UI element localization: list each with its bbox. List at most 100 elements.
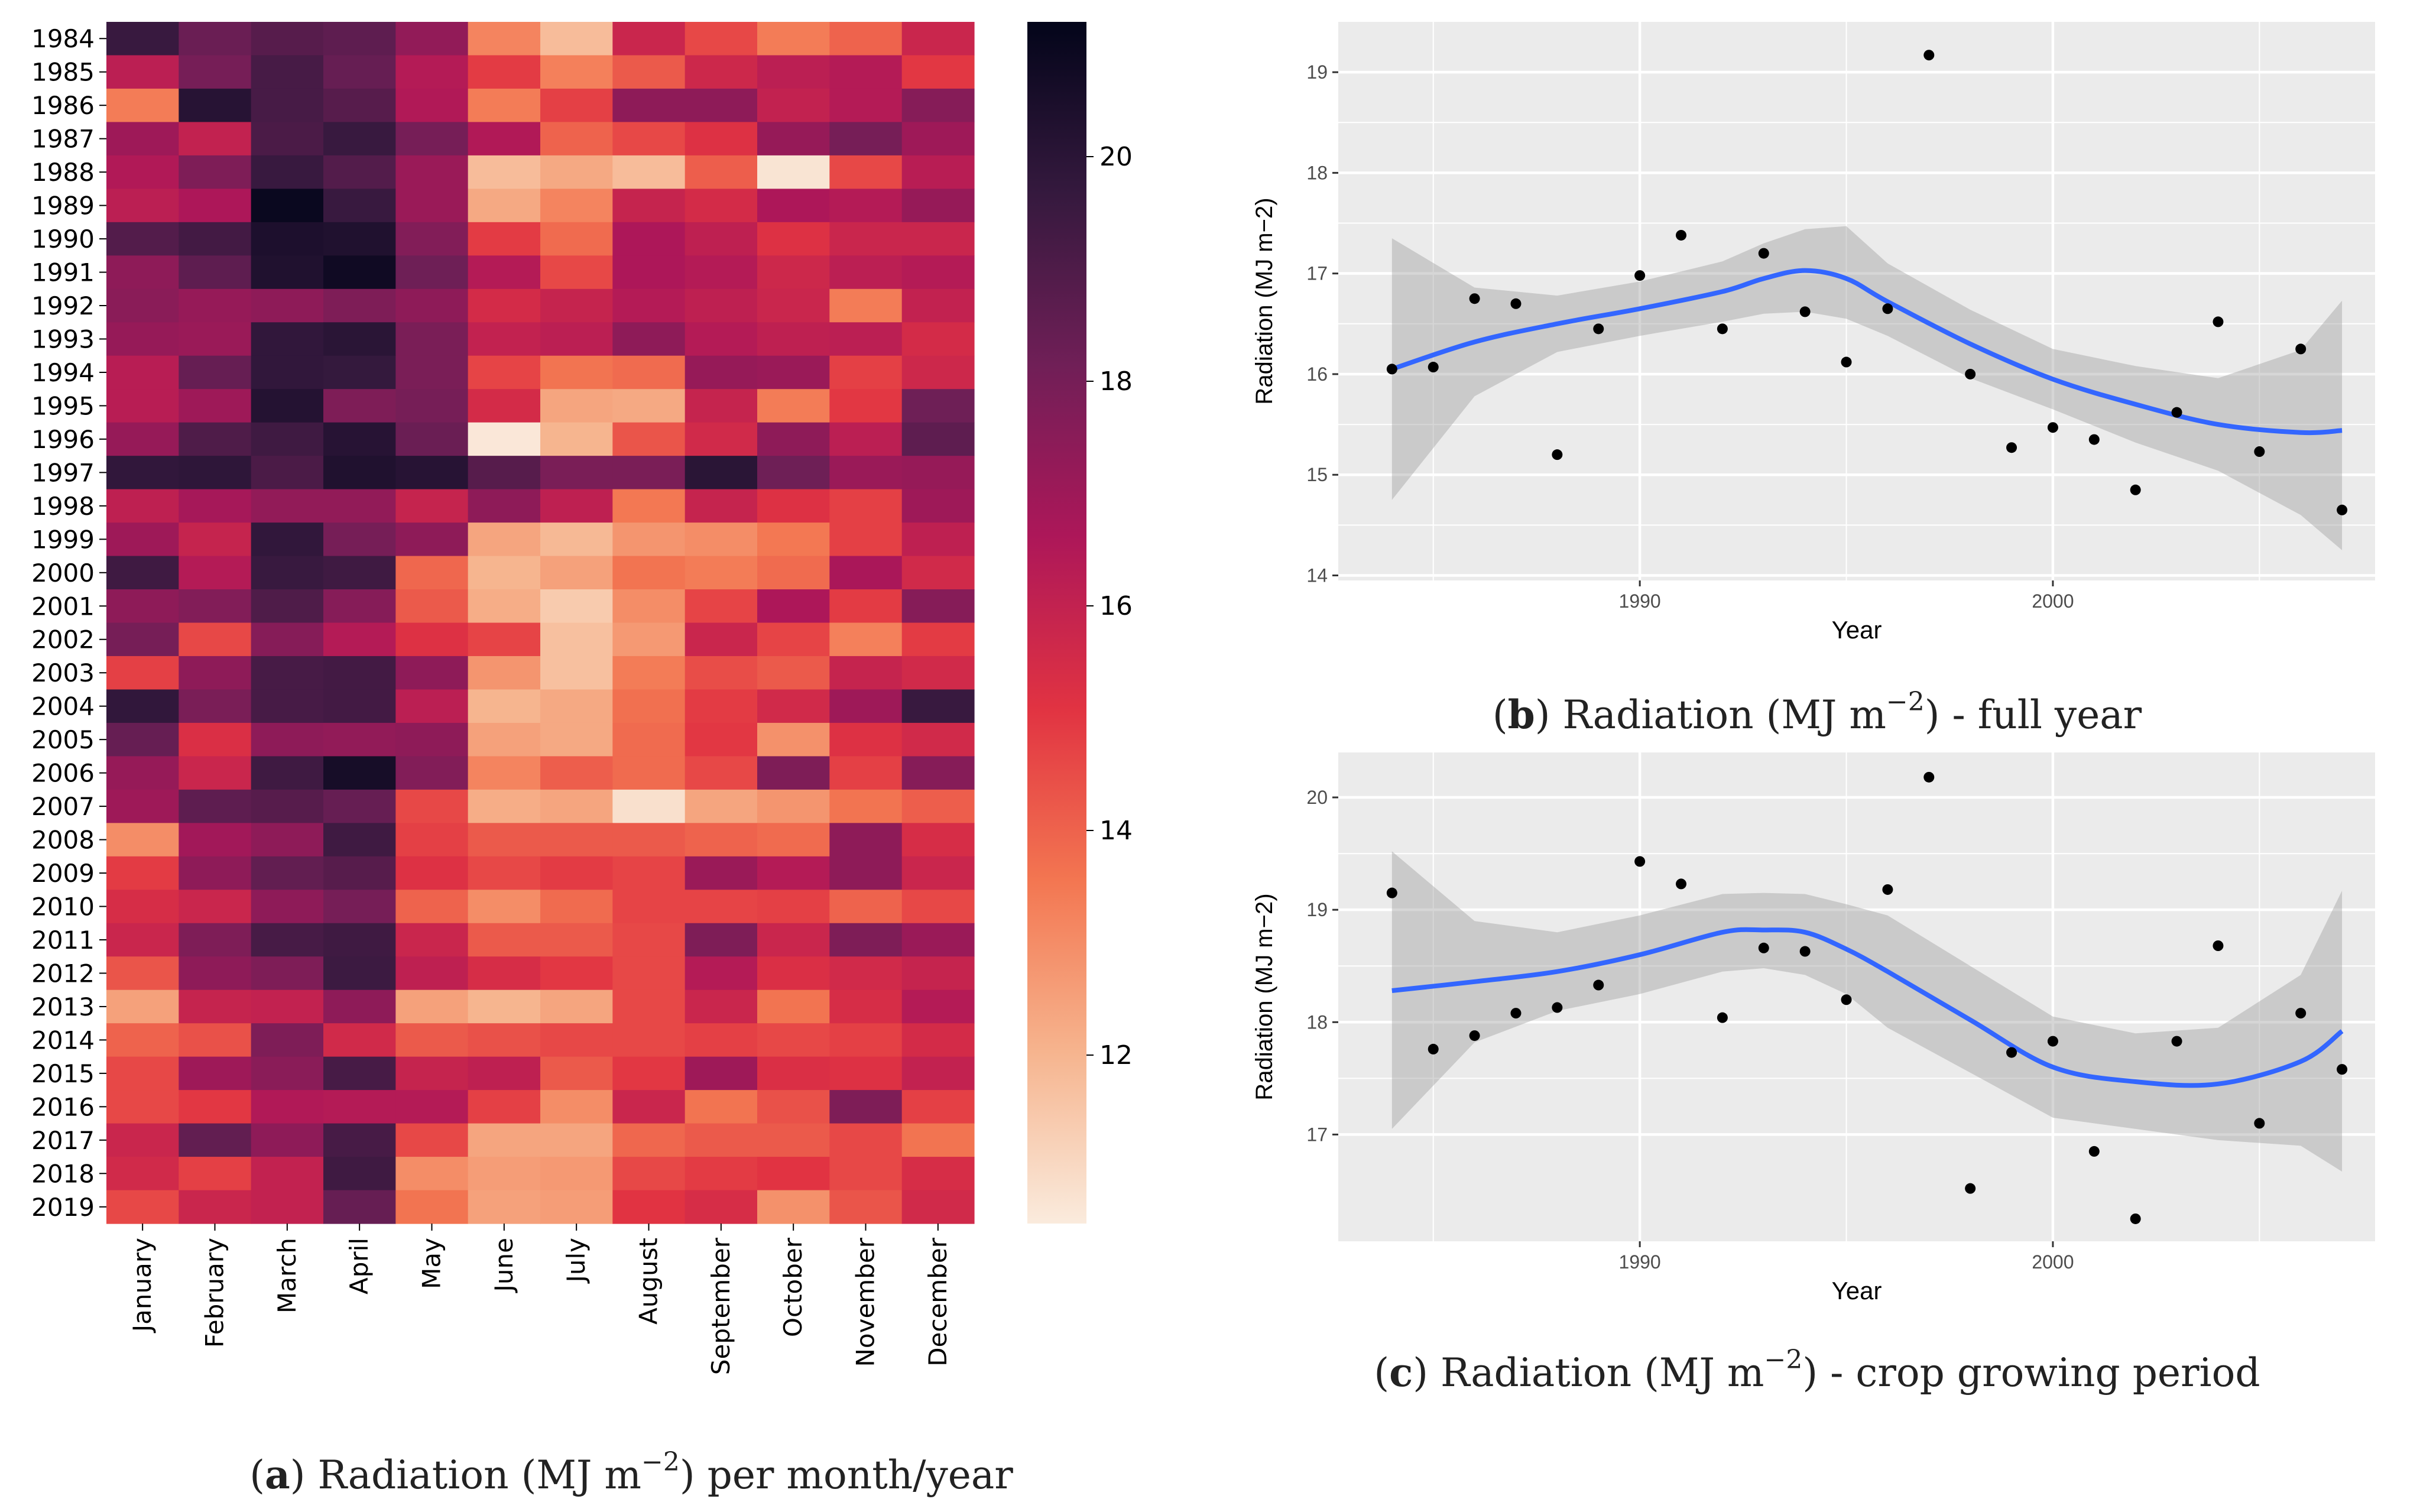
- heatmap-cell-1989-november: [829, 189, 903, 223]
- heatmap-cell-2000-september: [685, 556, 758, 590]
- heatmap-cell-1993-november: [829, 322, 903, 356]
- heatmap-cell-2008-october: [757, 823, 830, 857]
- heatmap-cell-2019-july: [540, 1190, 613, 1224]
- heatmap-cell-1994-may: [395, 355, 469, 390]
- heatmap-cell-1987-december: [901, 122, 975, 156]
- heatmap-cell-1998-january: [106, 489, 179, 523]
- heatmap-cell-1989-august: [612, 189, 686, 223]
- heatmap-cell-1997-may: [395, 456, 469, 490]
- data-point-1999: [2006, 442, 2017, 453]
- heatmap-cell-2019-may: [395, 1190, 469, 1224]
- heatmap-cell-2007-november: [829, 789, 903, 823]
- heatmap-cell-1996-july: [540, 422, 613, 456]
- heatmap-cell-1989-april: [323, 189, 396, 223]
- heatmap-cell-1994-july: [540, 355, 613, 390]
- heatmap-cell-2012-march: [251, 956, 324, 991]
- heatmap-cell-1986-july: [540, 88, 613, 123]
- heatmap-cell-2000-october: [757, 556, 830, 590]
- heatmap-cell-1990-april: [323, 222, 396, 256]
- heatmap-cell-2013-november: [829, 989, 903, 1024]
- heatmap-cell-1984-november: [829, 22, 903, 56]
- data-point-1994: [1799, 946, 1811, 957]
- heatmap-cell-2015-october: [757, 1056, 830, 1091]
- heatmap-cell-1989-february: [179, 189, 252, 223]
- heatmap-cell-2011-november: [829, 923, 903, 957]
- heatmap-cell-1998-april: [323, 489, 396, 523]
- heatmap-cell-1998-september: [685, 489, 758, 523]
- heatmap-cell-2018-august: [612, 1157, 686, 1191]
- heatmap-cell-2019-september: [685, 1190, 758, 1224]
- heatmap-cell-2011-july: [540, 923, 613, 957]
- heatmap-cell-2014-april: [323, 1023, 396, 1057]
- panel-c-scatter-chart: 17 18 19 20 1990 2000 Year Radiation (MJ m−2): [1251, 752, 2375, 1305]
- heatmap-cell-1997-june: [468, 456, 541, 490]
- heatmap-cell-1998-july: [540, 489, 613, 523]
- heatmap-cell-2010-june: [468, 890, 541, 924]
- caption-c-text-pre: Radiation (MJ m: [1428, 1350, 1764, 1396]
- data-point-1995: [1841, 994, 1852, 1005]
- heatmap-cell-2003-june: [468, 656, 541, 690]
- heatmap-cell-2004-june: [468, 689, 541, 723]
- heatmap-cell-1993-march: [251, 322, 324, 356]
- heatmap-cell-1998-august: [612, 489, 686, 523]
- data-point-1989: [1593, 979, 1604, 991]
- heatmap-cell-1996-october: [757, 422, 830, 456]
- caption-c-text-post: ) - crop growing period: [1802, 1350, 2260, 1396]
- heatmap-cell-1990-november: [829, 222, 903, 256]
- heatmap-cell-2010-september: [685, 890, 758, 924]
- data-point-1985: [1428, 362, 1439, 373]
- heatmap-cell-2014-february: [179, 1023, 252, 1057]
- heatmap-cell-1999-march: [251, 523, 324, 557]
- heatmap-cell-1989-march: [251, 189, 324, 223]
- data-point-1988: [1552, 449, 1563, 460]
- heatmap-cell-1996-march: [251, 422, 324, 456]
- heatmap-cell-1999-april: [323, 523, 396, 557]
- data-point-1998: [1965, 1183, 1976, 1194]
- heatmap-cell-1988-january: [106, 155, 179, 189]
- heatmap-cell-2000-august: [612, 556, 686, 590]
- y-tick-label: 2001: [31, 592, 95, 621]
- heatmap-cell-2013-february: [179, 989, 252, 1024]
- y-tick-label: 2004: [31, 692, 95, 721]
- heatmap-cell-2016-december: [901, 1090, 975, 1124]
- data-point-1985: [1428, 1043, 1439, 1054]
- heatmap-cell-2009-september: [685, 856, 758, 890]
- heatmap-cell-1987-january: [106, 122, 179, 156]
- data-point-2003: [2171, 1036, 2182, 1047]
- heatmap-cell-2006-september: [685, 756, 758, 790]
- heatmap-cell-2006-march: [251, 756, 324, 790]
- heatmap-cell-2017-july: [540, 1123, 613, 1157]
- heatmap-cell-1986-september: [685, 88, 758, 123]
- heatmap-cell-1995-april: [323, 389, 396, 423]
- heatmap-cell-2005-november: [829, 722, 903, 757]
- data-point-1993: [1758, 942, 1769, 953]
- heatmap-cell-2003-december: [901, 656, 975, 690]
- heatmap-cell-2018-january: [106, 1157, 179, 1191]
- heatmap-cell-2018-march: [251, 1157, 324, 1191]
- heatmap-cell-2013-october: [757, 989, 830, 1024]
- heatmap-cell-2013-january: [106, 989, 179, 1024]
- heatmap-cell-2000-january: [106, 556, 179, 590]
- heatmap-cell-2012-october: [757, 956, 830, 991]
- heatmap-cell-2009-february: [179, 856, 252, 890]
- heatmap-cell-2011-august: [612, 923, 686, 957]
- y-tick-label: 2000: [31, 559, 95, 588]
- y-tick-label: 2006: [31, 759, 95, 788]
- y-tick-label: 2002: [31, 625, 95, 654]
- heatmap-cell-1991-june: [468, 255, 541, 290]
- heatmap-cell-2003-march: [251, 656, 324, 690]
- heatmap-cell-2012-may: [395, 956, 469, 991]
- confidence-band: [1391, 851, 2343, 1172]
- data-point-1996: [1882, 884, 1893, 895]
- heatmap-cell-1995-october: [757, 389, 830, 423]
- heatmap-cell-2017-august: [612, 1123, 686, 1157]
- y-tick-label: 15: [1306, 464, 1328, 485]
- heatmap-cell-2008-april: [323, 823, 396, 857]
- heatmap-cell-2010-july: [540, 890, 613, 924]
- heatmap-cell-1984-may: [395, 22, 469, 56]
- data-point-1998: [1965, 368, 1976, 379]
- heatmap-cell-1990-january: [106, 222, 179, 256]
- heatmap-cell-1999-november: [829, 523, 903, 557]
- heatmap-cell-2019-january: [106, 1190, 179, 1224]
- y-tick-label: 1994: [31, 358, 95, 387]
